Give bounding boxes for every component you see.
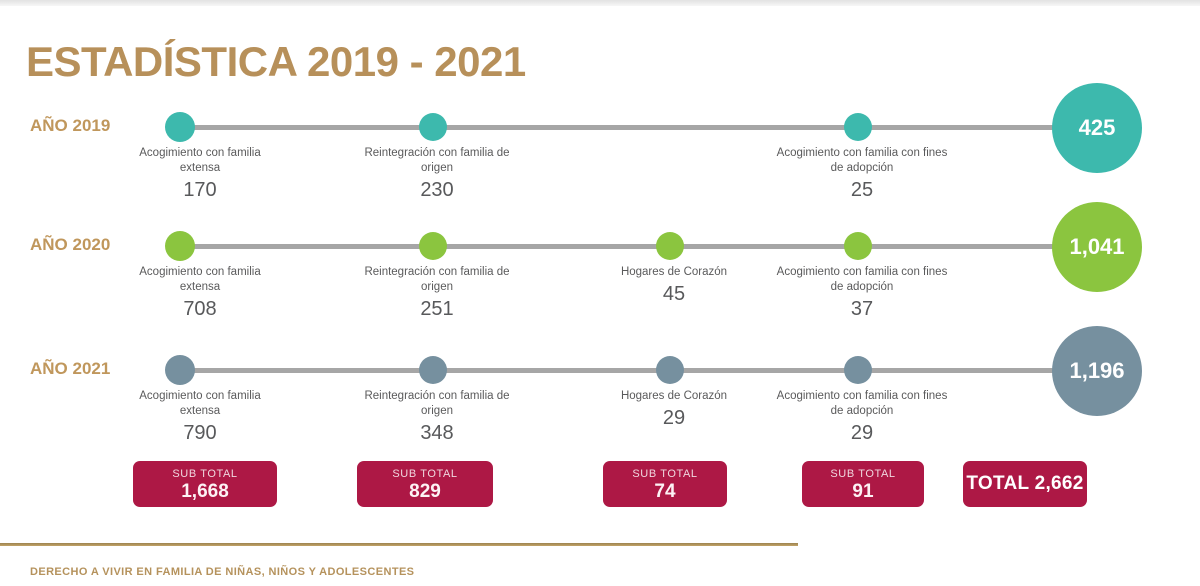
stop-2020-hogares: Hogares de Corazón 45 (589, 265, 759, 306)
year-total-badge-2021: 1,196 (1052, 326, 1142, 416)
stop-value: 170 (183, 178, 217, 201)
year-label-2019: AÑO 2019 (30, 116, 111, 135)
stop-2020-reintegracion: Reintegración con familia de origen 251 (352, 265, 522, 321)
timeline-dot-icon (419, 356, 447, 384)
stop-value: 230 (420, 178, 454, 201)
stop-label: Reintegración con familia de origen (364, 147, 510, 174)
timeline-dot-icon (656, 232, 684, 260)
subtotal-label: SUB TOTAL (392, 468, 458, 480)
stop-2021-reintegracion: Reintegración con familia de origen 348 (352, 389, 522, 445)
timeline-dot-icon (165, 112, 195, 142)
stop-2021-hogares: Hogares de Corazón 29 (589, 389, 759, 430)
stop-label: Acogimiento con familia extensa (139, 147, 261, 174)
timeline-dot-icon (656, 356, 684, 384)
stop-2019-reintegracion: Reintegración con familia de origen 230 (352, 146, 522, 202)
stop-value: 29 (662, 406, 686, 429)
year-total-badge-2019: 425 (1052, 83, 1142, 173)
stop-2020-familia-extensa: Acogimiento con familia extensa 708 (120, 265, 280, 321)
stop-label: Reintegración con familia de origen (364, 266, 510, 293)
grand-total-box: TOTAL 2,662 (963, 461, 1087, 507)
stop-2020-adopcion: Acogimiento con familia con fines de ado… (772, 265, 952, 321)
year-label-2020: AÑO 2020 (30, 235, 111, 254)
stop-label: Acogimiento con familia con fines de ado… (776, 390, 948, 417)
subtotal-label: SUB TOTAL (830, 468, 896, 480)
timeline-dot-icon (419, 113, 447, 141)
stop-2021-adopcion: Acogimiento con familia con fines de ado… (772, 389, 952, 445)
timeline-dot-icon (165, 231, 195, 261)
stop-value: 708 (183, 297, 217, 320)
subtotal-box-adopcion: SUB TOTAL 91 (802, 461, 924, 507)
subtotal-label: SUB TOTAL (632, 468, 698, 480)
subtotal-box-familia-extensa: SUB TOTAL 1,668 (133, 461, 277, 507)
stop-value: 29 (850, 421, 874, 444)
stop-2021-familia-extensa: Acogimiento con familia extensa 790 (120, 389, 280, 445)
stop-value: 251 (420, 297, 454, 320)
timeline-dot-icon (419, 232, 447, 260)
timeline-line-2019 (180, 125, 1097, 130)
stop-value: 348 (420, 421, 454, 444)
top-strip (0, 0, 1200, 6)
timeline-line-2021 (180, 368, 1097, 373)
stop-label: Reintegración con familia de origen (364, 390, 510, 417)
timeline-dot-icon (844, 113, 872, 141)
subtotal-value: 829 (409, 481, 441, 502)
subtotal-value: 1,668 (181, 481, 229, 502)
stop-label: Acogimiento con familia con fines de ado… (776, 266, 948, 293)
timeline-dot-icon (844, 232, 872, 260)
page-title: ESTADÍSTICA 2019 - 2021 (26, 38, 526, 85)
stop-label: Hogares de Corazón (620, 266, 728, 278)
stop-2019-familia-extensa: Acogimiento con familia extensa 170 (120, 146, 280, 202)
stop-label: Acogimiento con familia extensa (139, 390, 261, 417)
subtotal-label: SUB TOTAL (172, 468, 238, 480)
stop-2019-adopcion: Acogimiento con familia con fines de ado… (772, 146, 952, 202)
timeline-dot-icon (844, 356, 872, 384)
stop-value: 37 (850, 297, 874, 320)
stop-label: Hogares de Corazón (620, 390, 728, 402)
subtotal-value: 74 (654, 481, 676, 502)
stop-value: 45 (662, 282, 686, 305)
year-label-2021: AÑO 2021 (30, 359, 111, 378)
year-total-badge-2020: 1,041 (1052, 202, 1142, 292)
subtotal-box-hogares: SUB TOTAL 74 (603, 461, 727, 507)
stop-label: Acogimiento con familia extensa (139, 266, 261, 293)
stop-label: Acogimiento con familia con fines de ado… (776, 147, 948, 174)
stop-value: 790 (183, 421, 217, 444)
timeline-line-2020 (180, 244, 1097, 249)
subtotal-box-reintegracion: SUB TOTAL 829 (357, 461, 493, 507)
timeline-dot-icon (165, 355, 195, 385)
stop-value: 25 (850, 178, 874, 201)
footer-rule (0, 543, 798, 546)
subtotal-value: 91 (852, 481, 874, 502)
footer-caption: DERECHO A VIVIR EN FAMILIA DE NIÑAS, NIÑ… (30, 566, 415, 578)
